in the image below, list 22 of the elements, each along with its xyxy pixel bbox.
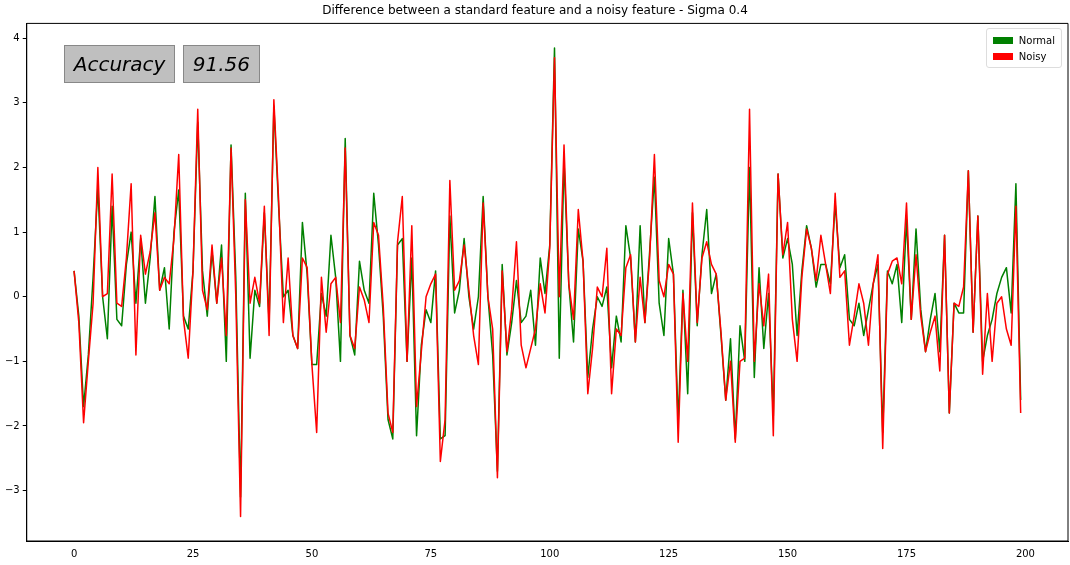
legend-label: Noisy xyxy=(1018,50,1047,62)
legend-label: Normal xyxy=(1018,34,1055,46)
x-tick-label: 0 xyxy=(70,547,78,559)
x-tick-label: 175 xyxy=(896,547,917,559)
chart-title: Difference between a standard feature and a noisy feature - Sigma 0.4 xyxy=(322,3,748,18)
y-tick-label: 1 xyxy=(13,225,20,237)
y-tick-label: −2 xyxy=(4,419,20,431)
y-tick-label: 3 xyxy=(13,96,20,108)
y-tick-label: −1 xyxy=(4,354,20,366)
x-tick-label: 100 xyxy=(540,547,560,559)
y-tick-label: 0 xyxy=(13,290,20,302)
x-tick-label: 125 xyxy=(659,547,679,559)
y-tick-label: 4 xyxy=(13,31,20,43)
x-tick-label: 200 xyxy=(1015,547,1035,559)
annotation: Accuracy xyxy=(63,45,176,84)
annotation: 91.56 xyxy=(182,45,260,84)
x-tick-label: 75 xyxy=(424,547,438,559)
y-tick-label: −3 xyxy=(4,484,20,496)
x-tick-label: 25 xyxy=(186,547,200,559)
x-tick-label: 50 xyxy=(305,547,319,559)
y-tick-label: 2 xyxy=(13,161,20,173)
x-tick-label: 150 xyxy=(778,547,798,559)
